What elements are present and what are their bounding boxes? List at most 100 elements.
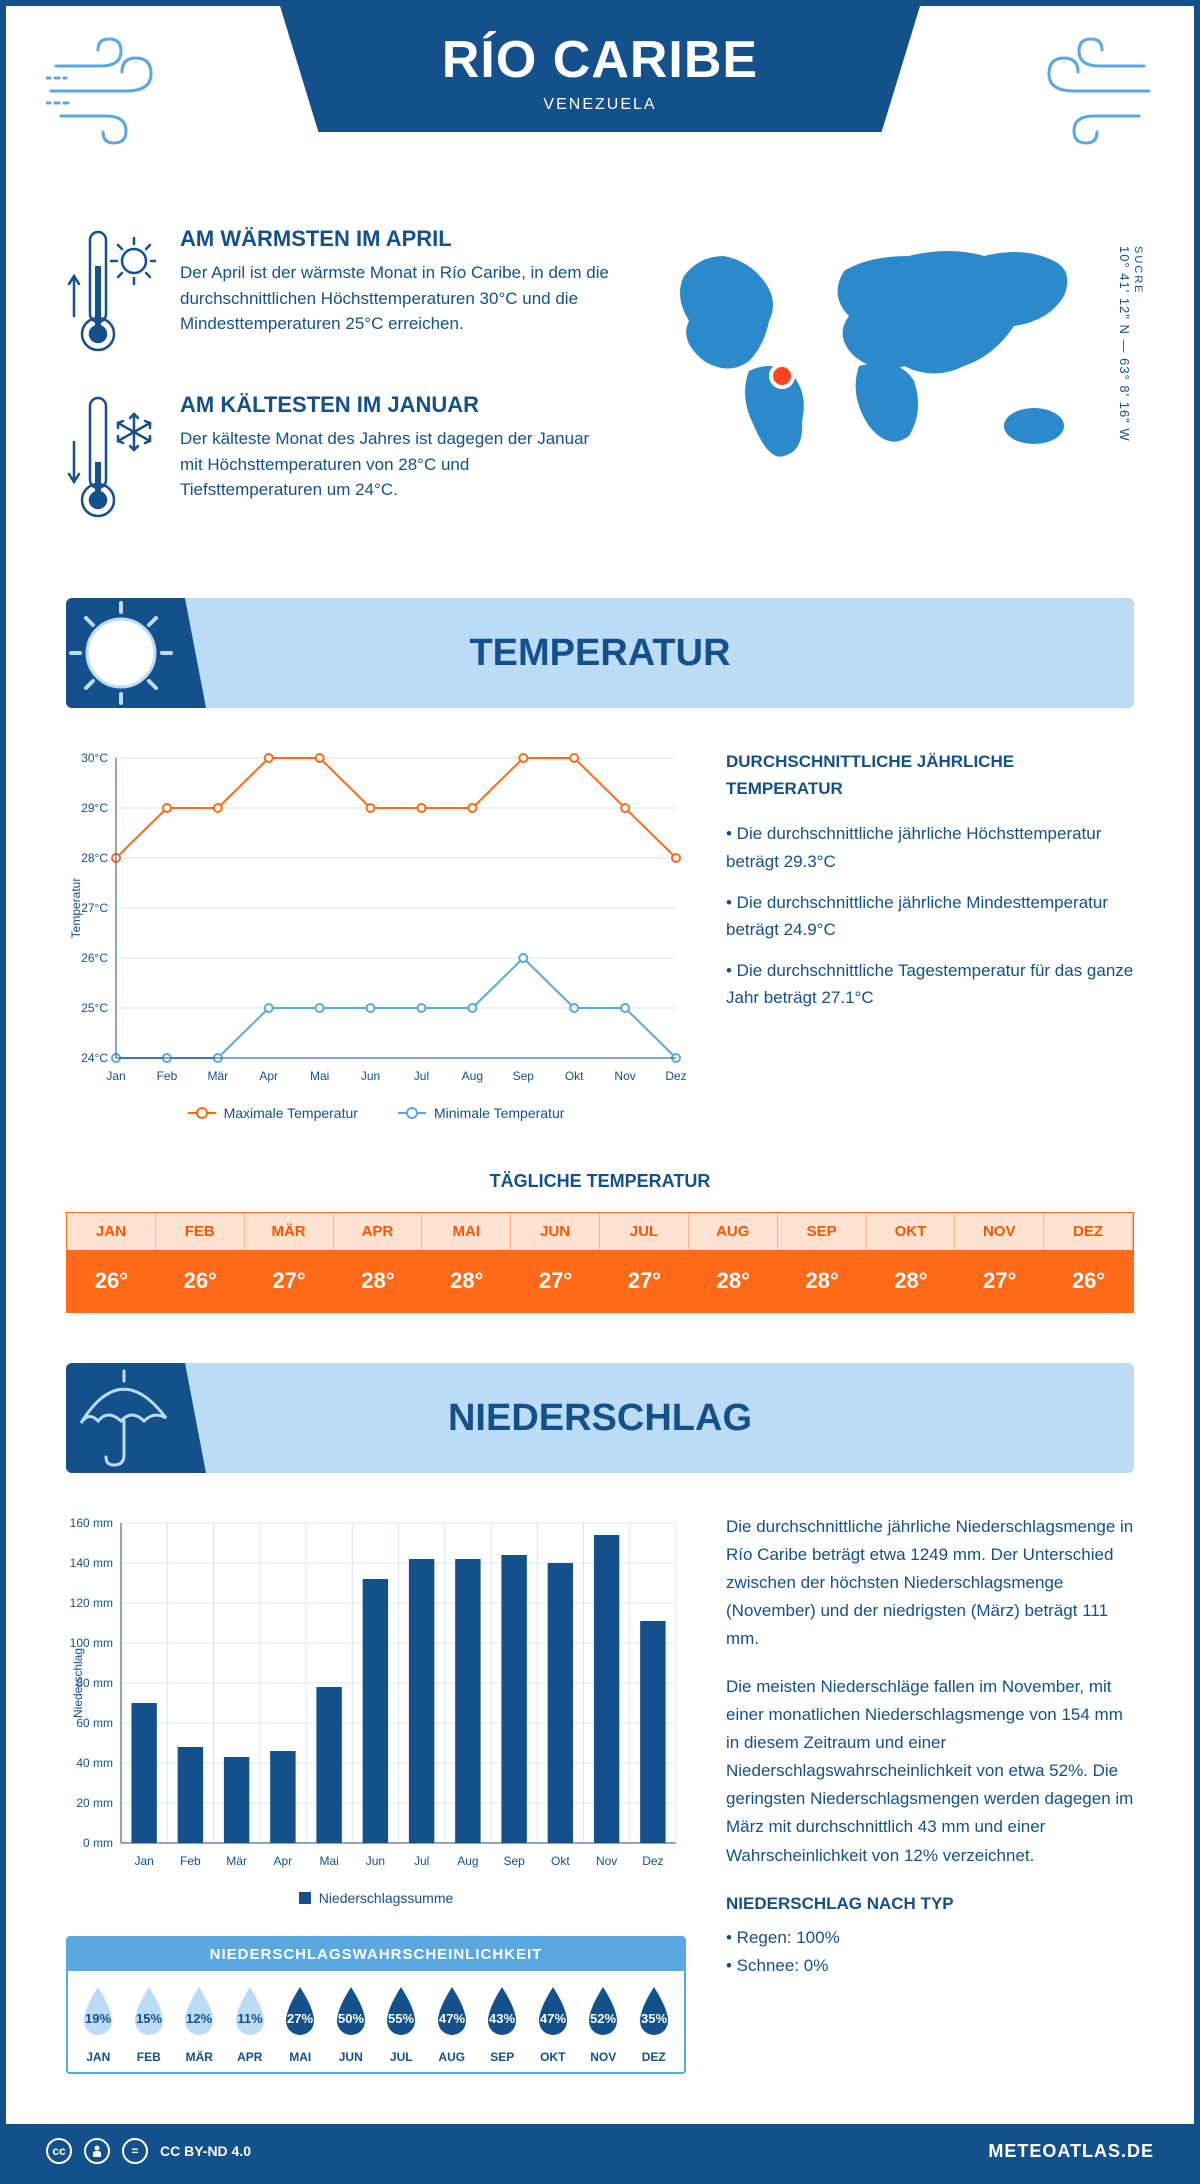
temp-info-title: DURCHSCHNITTLICHE JÄHRLICHE TEMPERATUR xyxy=(726,748,1134,802)
daily-month-header: FEB xyxy=(156,1213,245,1250)
daily-month-header: OKT xyxy=(867,1213,956,1250)
svg-text:Sep: Sep xyxy=(503,1854,525,1868)
daily-temp-cell: 27° xyxy=(245,1250,334,1312)
svg-text:25°C: 25°C xyxy=(81,1001,108,1015)
svg-text:Okt: Okt xyxy=(551,1854,570,1868)
temperature-content: 24°C25°C26°C27°C28°C29°C30°CJanFebMärApr… xyxy=(6,708,1194,1161)
daily-temp-cell: 27° xyxy=(511,1250,600,1312)
svg-text:52%: 52% xyxy=(590,2011,616,2026)
daily-temp-cell: 26° xyxy=(156,1250,245,1312)
svg-text:50%: 50% xyxy=(338,2011,364,2026)
svg-text:24°C: 24°C xyxy=(81,1051,108,1065)
nd-icon: = xyxy=(122,2138,148,2164)
coldest-text: Der kälteste Monat des Jahres ist dagege… xyxy=(180,426,614,503)
region-label: SUCRE xyxy=(1132,246,1144,434)
svg-text:Nov: Nov xyxy=(596,1854,617,1868)
precipitation-legend: Niederschlagssumme xyxy=(66,1890,686,1906)
svg-text:27%: 27% xyxy=(287,2011,313,2026)
probability-item: 52% NOV xyxy=(579,1983,628,2064)
warmest-title: AM WÄRMSTEN IM APRIL xyxy=(180,226,614,252)
svg-text:100 mm: 100 mm xyxy=(70,1636,113,1650)
world-map-icon xyxy=(654,226,1094,486)
daily-temp-cell: 28° xyxy=(422,1250,511,1312)
daily-temp-cell: 28° xyxy=(689,1250,778,1312)
daily-month-header: DEZ xyxy=(1044,1213,1133,1250)
city-title: RÍO CARIBE xyxy=(280,30,920,90)
daily-temp-cell: 27° xyxy=(955,1250,1044,1312)
svg-text:Niederschlag: Niederschlag xyxy=(71,1648,85,1718)
probability-title: NIEDERSCHLAGSWAHRSCHEINLICHKEIT xyxy=(68,1938,684,1971)
title-banner: RÍO CARIBE VENEZUELA xyxy=(280,6,920,132)
svg-text:47%: 47% xyxy=(540,2011,566,2026)
temperature-section-header: TEMPERATUR xyxy=(66,598,1134,708)
coldest-title: AM KÄLTESTEN IM JANUAR xyxy=(180,392,614,418)
cc-icon: cc xyxy=(46,2138,72,2164)
daily-temp-cell: 26° xyxy=(67,1250,156,1312)
infographic-page: RÍO CARIBE VENEZUELA xyxy=(0,0,1200,2184)
umbrella-icon xyxy=(66,1363,206,1473)
svg-text:19%: 19% xyxy=(85,2011,111,2026)
temperature-chart: 24°C25°C26°C27°C28°C29°C30°CJanFebMärApr… xyxy=(66,748,686,1121)
daily-temp-title: TÄGLICHE TEMPERATUR xyxy=(6,1171,1194,1192)
svg-text:Feb: Feb xyxy=(180,1854,201,1868)
daily-temp-cell: 28° xyxy=(334,1250,423,1312)
svg-text:160 mm: 160 mm xyxy=(70,1516,113,1530)
svg-text:Jul: Jul xyxy=(414,1854,429,1868)
svg-text:Aug: Aug xyxy=(457,1854,478,1868)
daily-temp-cell: 28° xyxy=(867,1250,956,1312)
precip-type-item: • Regen: 100% xyxy=(726,1924,1134,1952)
svg-text:47%: 47% xyxy=(439,2011,465,2026)
svg-text:30°C: 30°C xyxy=(81,751,108,765)
legend-max-label: Maximale Temperatur xyxy=(224,1105,358,1121)
by-icon xyxy=(84,2138,110,2164)
svg-text:120 mm: 120 mm xyxy=(70,1596,113,1610)
svg-text:Mai: Mai xyxy=(310,1069,329,1083)
thermometer-cold-icon xyxy=(66,392,156,522)
daily-temp-cell: 27° xyxy=(600,1250,689,1312)
svg-text:Dez: Dez xyxy=(665,1069,686,1083)
svg-text:Mär: Mär xyxy=(207,1069,228,1083)
probability-item: 19% JAN xyxy=(74,1983,123,2064)
daily-temperature-table: JANFEBMÄRAPRMAIJUNJULAUGSEPOKTNOVDEZ26°2… xyxy=(66,1212,1134,1313)
precip-type-item: • Schnee: 0% xyxy=(726,1952,1134,1980)
svg-text:Jan: Jan xyxy=(134,1854,153,1868)
daily-month-header: APR xyxy=(334,1213,423,1250)
daily-month-header: SEP xyxy=(778,1213,867,1250)
daily-month-header: JUL xyxy=(600,1213,689,1250)
license-text: CC BY-ND 4.0 xyxy=(160,2143,251,2159)
probability-item: 47% OKT xyxy=(529,1983,578,2064)
coldest-fact: AM KÄLTESTEN IM JANUAR Der kälteste Mona… xyxy=(66,392,614,522)
daily-temp-cell: 26° xyxy=(1044,1250,1133,1312)
license-block: cc = CC BY-ND 4.0 xyxy=(46,2138,251,2164)
brand-text: METEOATLAS.DE xyxy=(988,2141,1154,2162)
thermometer-hot-icon xyxy=(66,226,156,356)
probability-item: 55% JUL xyxy=(377,1983,426,2064)
country-subtitle: VENEZUELA xyxy=(280,96,920,114)
svg-text:Okt: Okt xyxy=(565,1069,584,1083)
svg-text:Feb: Feb xyxy=(157,1069,178,1083)
svg-text:Dez: Dez xyxy=(642,1854,663,1868)
probability-item: 15% FEB xyxy=(125,1983,174,2064)
coords-text: 10° 41' 12" N — 63° 8' 16" W xyxy=(1117,246,1132,442)
temperature-title: TEMPERATUR xyxy=(206,632,1134,675)
svg-text:Apr: Apr xyxy=(259,1069,278,1083)
svg-text:Jun: Jun xyxy=(366,1854,385,1868)
probability-item: 47% AUG xyxy=(428,1983,477,2064)
svg-text:140 mm: 140 mm xyxy=(70,1556,113,1570)
daily-month-header: AUG xyxy=(689,1213,778,1250)
svg-text:40 mm: 40 mm xyxy=(76,1756,113,1770)
warmest-text: Der April ist der wärmste Monat in Río C… xyxy=(180,260,614,337)
svg-text:Jul: Jul xyxy=(414,1069,429,1083)
probability-item: 12% MÄR xyxy=(175,1983,224,2064)
temp-bullet: • Die durchschnittliche jährliche Mindes… xyxy=(726,889,1134,943)
world-map-box: SUCRE 10° 41' 12" N — 63° 8' 16" W xyxy=(654,226,1134,558)
daily-month-header: JAN xyxy=(67,1213,156,1250)
svg-text:28°C: 28°C xyxy=(81,851,108,865)
temp-bullet: • Die durchschnittliche jährliche Höchst… xyxy=(726,820,1134,874)
svg-text:Jun: Jun xyxy=(361,1069,380,1083)
svg-text:0 mm: 0 mm xyxy=(83,1836,113,1850)
daily-month-header: MAI xyxy=(422,1213,511,1250)
svg-text:Jan: Jan xyxy=(106,1069,125,1083)
precipitation-info: Die durchschnittliche jährliche Niedersc… xyxy=(726,1513,1134,2074)
precipitation-probability-box: NIEDERSCHLAGSWAHRSCHEINLICHKEIT 19% JAN … xyxy=(66,1936,686,2074)
